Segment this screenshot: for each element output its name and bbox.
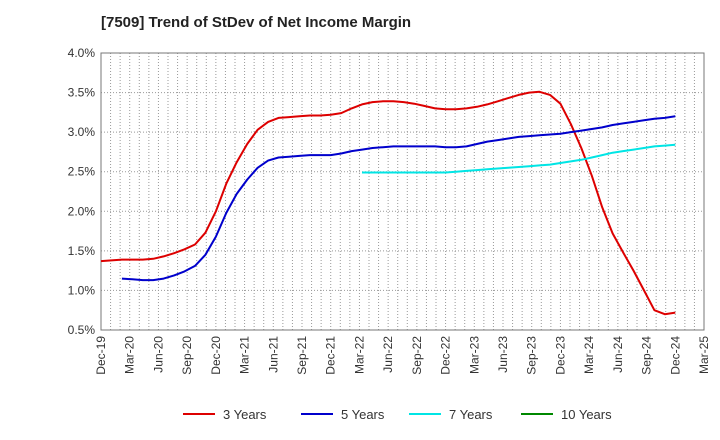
y-tick-label: 0.5% [68, 323, 96, 337]
x-tick-label: Mar-21 [238, 336, 252, 374]
x-tick-label: Jun-23 [496, 336, 510, 373]
y-tick-label: 1.0% [68, 283, 96, 297]
plot-frame [100, 52, 705, 331]
x-tick-label: Mar-22 [352, 336, 366, 374]
x-tick-label: Mar-23 [467, 336, 481, 374]
chart-title: [7509] Trend of StDev of Net Income Marg… [101, 14, 412, 31]
x-tick-label: Jun-22 [381, 336, 395, 373]
x-tick-label: Sep-20 [180, 336, 194, 375]
legend: 3 Years 5 Years 7 Years 10 Years [183, 407, 612, 422]
x-tick-label: Dec-24 [668, 336, 682, 375]
legend-label: 7 Years [449, 407, 493, 422]
series-line-5-years [121, 115, 676, 282]
y-tick-label: 4.0% [68, 46, 96, 60]
y-tick-label: 3.0% [68, 125, 96, 139]
series-line-3-years [100, 90, 676, 316]
x-tick-label: Mar-20 [123, 336, 137, 374]
x-tick-label: Dec-20 [209, 336, 223, 375]
x-tick-label: Jun-24 [611, 336, 625, 373]
x-tick-label: Dec-19 [94, 336, 108, 375]
x-tick-label: Sep-22 [410, 336, 424, 375]
x-tick-label: Mar-25 [697, 336, 711, 374]
x-tick-label: Dec-23 [553, 336, 567, 375]
x-tick-labels: Dec-19 Mar-20 Jun-20 Sep-20 Dec-20 Mar-21 Jun-… [94, 336, 711, 375]
x-tick-label: Jun-20 [151, 336, 165, 373]
x-tick-label: Dec-21 [324, 336, 338, 375]
series-line-7-years [362, 143, 676, 174]
x-tick-label: Jun-21 [266, 336, 280, 373]
y-tick-labels: 0.5% 1.0% 1.5% 2.0% 2.5% 3.0% 3.5% 4.0% [68, 46, 96, 337]
x-tick-label: Sep-21 [295, 336, 309, 375]
plot-border [100, 52, 705, 331]
gridlines [101, 53, 704, 330]
y-tick-label: 1.5% [68, 244, 96, 258]
y-tick-label: 2.5% [68, 165, 96, 179]
series-lines [100, 90, 676, 316]
legend-label: 3 Years [223, 407, 267, 422]
x-tick-label: Mar-24 [582, 336, 596, 374]
legend-label: 10 Years [561, 407, 612, 422]
legend-label: 5 Years [341, 407, 385, 422]
x-tick-label: Dec-22 [439, 336, 453, 375]
y-tick-label: 2.0% [68, 204, 96, 218]
y-tick-label: 3.5% [68, 86, 96, 100]
x-tick-label: Sep-24 [640, 336, 654, 375]
x-tick-label: Sep-23 [525, 336, 539, 375]
